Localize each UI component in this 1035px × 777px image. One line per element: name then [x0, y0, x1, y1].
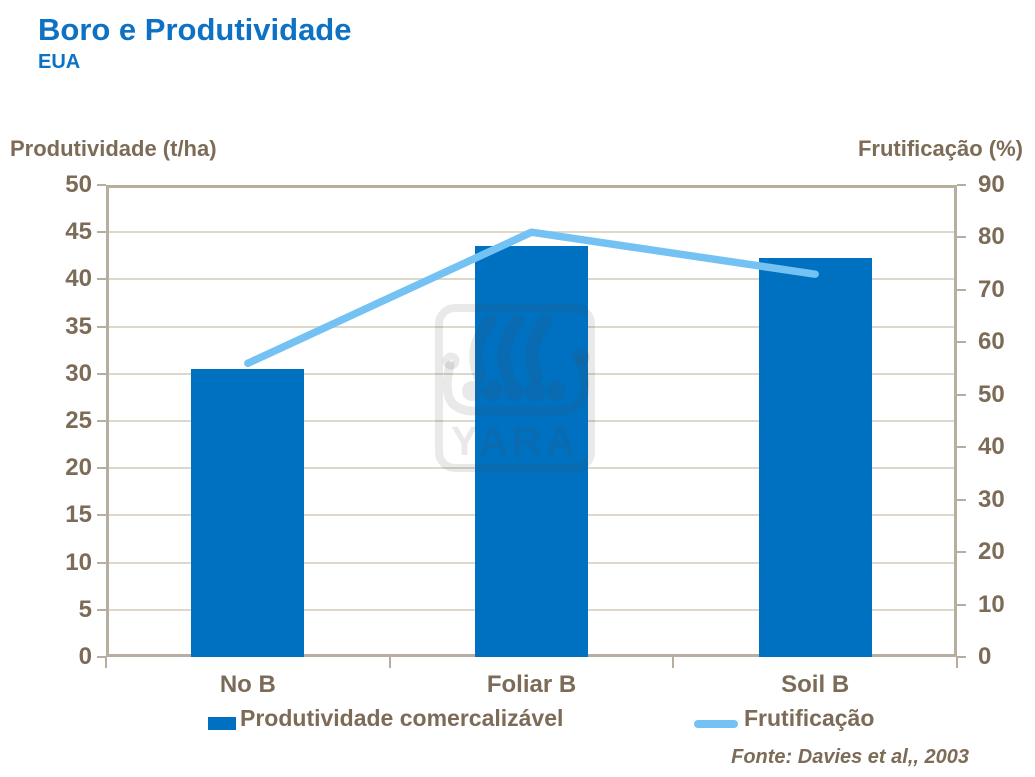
left-axis-tick-label: 5	[78, 595, 92, 623]
left-axis-tick	[97, 278, 106, 281]
right-axis-tick	[957, 446, 966, 449]
left-axis-tick	[97, 184, 106, 186]
right-axis-tick-label: 10	[978, 590, 1005, 618]
category-label: Soil B	[781, 671, 850, 698]
line-frutificacao	[244, 228, 819, 368]
legend-bar-label: Produtividade comercalizável	[240, 705, 564, 731]
left-axis-tick-label: 20	[65, 454, 92, 482]
right-axis-tick	[957, 393, 966, 396]
shield-row	[462, 381, 566, 401]
left-axis-tick-label: 10	[65, 548, 92, 576]
left-axis-tick-label: 30	[65, 359, 92, 387]
legend-bar-swatch	[208, 717, 236, 730]
category-label: Foliar B	[486, 671, 577, 698]
right-axis-tick	[957, 656, 966, 658]
x-axis-tick	[956, 657, 958, 668]
watermark-text: YARA	[451, 418, 579, 464]
legend-line-label: Frutificação	[744, 705, 875, 731]
right-axis-tick	[957, 184, 966, 186]
right-axis-tick-label: 30	[978, 485, 1005, 513]
right-axis-tick-label: 50	[978, 380, 1005, 408]
yara-logo-watermark: YARA	[435, 304, 595, 472]
legend-line-swatch	[694, 720, 738, 728]
left-axis-tick	[97, 372, 106, 375]
left-axis-tick-label: 0	[78, 643, 92, 670]
right-axis-tick	[957, 288, 966, 291]
left-axis-tick-label: 15	[65, 501, 92, 529]
category-label: No B	[219, 671, 276, 698]
source-citation: Fonte: Davies et al,, 2003	[731, 746, 969, 768]
bar-no-b	[191, 369, 305, 657]
x-axis-tick	[388, 657, 391, 668]
left-axis-tick-label: 40	[65, 265, 92, 293]
right-axis-tick	[957, 551, 966, 554]
right-axis-tick	[957, 341, 966, 344]
left-axis-tick	[97, 325, 106, 328]
left-axis-tick-label: 45	[65, 218, 92, 246]
x-axis-tick	[672, 657, 675, 668]
right-axis-tick	[957, 498, 966, 501]
bar-foliar-b	[475, 246, 588, 657]
page-subtitle: EUA	[38, 51, 81, 73]
left-axis-tick	[97, 561, 106, 564]
left-axis-tick-label: 50	[65, 171, 92, 198]
right-axis-title: Frutificação (%)	[857, 136, 1023, 161]
bar-soil-b	[758, 257, 872, 657]
right-axis-tick-label: 60	[978, 328, 1005, 356]
line-series	[244, 228, 819, 368]
left-axis-title: Produtividade (t/ha)	[10, 136, 217, 161]
left-axis-tick-label: 35	[65, 312, 92, 340]
right-axis-tick-label: 20	[978, 538, 1005, 566]
right-axis-tick	[957, 603, 966, 606]
left-axis-tick	[97, 467, 106, 470]
left-axis-tick	[97, 608, 106, 611]
page-title: Boro e Produtividade	[38, 12, 352, 47]
left-axis-tick	[97, 656, 106, 658]
right-axis-tick-label: 80	[978, 223, 1005, 251]
left-axis-tick-label: 25	[65, 407, 92, 434]
right-axis-tick-label: 0	[978, 643, 992, 670]
left-axis-tick	[97, 514, 106, 517]
x-axis-tick	[105, 657, 107, 668]
right-axis-tick-label: 70	[978, 275, 1005, 303]
right-axis-tick-label: 90	[978, 171, 1005, 198]
right-axis-tick	[957, 236, 966, 239]
left-axis-tick	[97, 420, 106, 422]
left-axis-tick	[97, 231, 106, 234]
right-axis-tick-label: 40	[978, 433, 1005, 461]
